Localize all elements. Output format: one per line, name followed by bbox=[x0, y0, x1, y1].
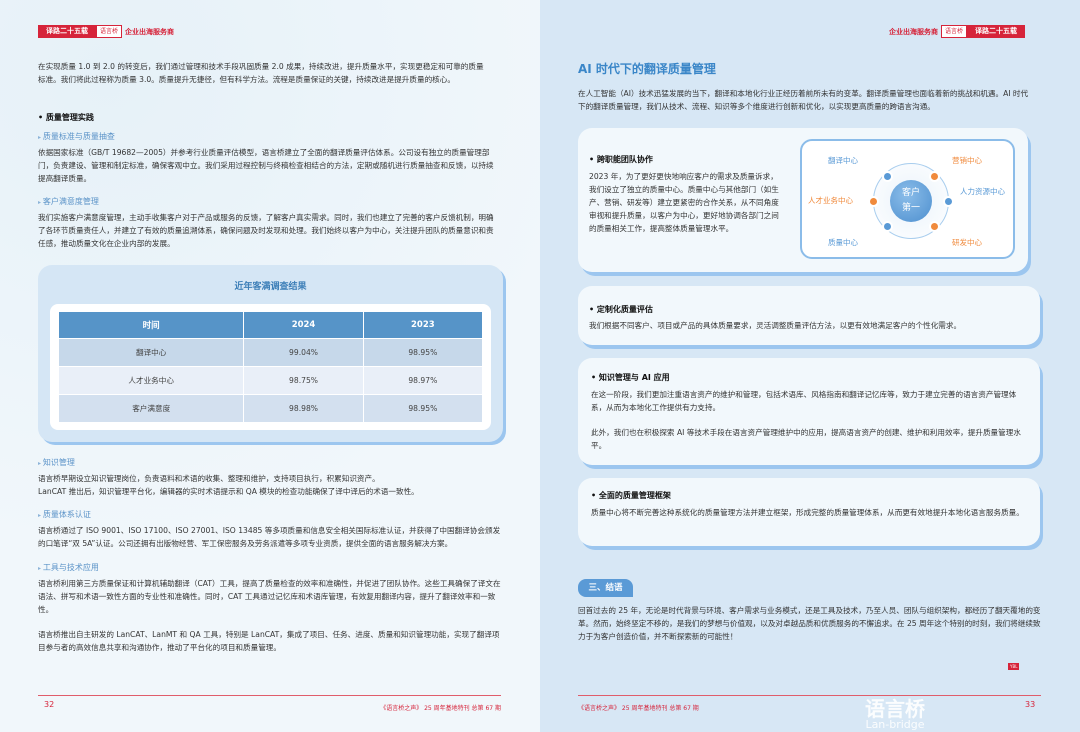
watermark: 语言桥 Lan-bridge bbox=[840, 699, 950, 731]
node-icon bbox=[929, 221, 940, 232]
header-badge: 译路二十五载 语言桥 企业出海服务商 bbox=[38, 25, 177, 38]
node-label: 人才业务中心 bbox=[808, 196, 853, 205]
intro-paragraph: 在人工智能（AI）技术迅猛发展的当下，翻译和本地化行业正经历着前所未有的变革。翻… bbox=[578, 89, 1029, 111]
footer-divider bbox=[38, 695, 501, 696]
node-label: 研发中心 bbox=[952, 238, 982, 247]
subheading: 质量体系认证 bbox=[38, 509, 91, 520]
logo: 语言桥 bbox=[940, 25, 967, 38]
card-custom-evaluation: 定制化质量评估 我们根据不同客户、项目或产品的具体质量要求，灵活调整质量评估方法… bbox=[578, 286, 1040, 345]
watermark-en: Lan-bridge bbox=[865, 718, 925, 731]
page-title: AI 时代下的翻译质量管理 bbox=[578, 62, 716, 76]
paragraph-line: 语言桥早期设立知识管理岗位，负责语料和术语的收集、整理和维护，支持项目执行，积累… bbox=[38, 474, 380, 483]
subheading: 工具与技术应用 bbox=[38, 562, 99, 573]
paragraph: 我们实施客户满意度管理，主动手收集客户对于产品或服务的反馈，了解客户真实需求。同… bbox=[38, 213, 494, 248]
page-number: 32 bbox=[44, 700, 55, 709]
card-quality-framework: 全面的质量管理框架 质量中心将不断完善这种系统化的质量管理方法并建立框架，形成完… bbox=[578, 478, 1040, 546]
table-row: 客户满意度 98.98% 98.95% bbox=[57, 394, 484, 423]
series-label: 译路二十五载 bbox=[38, 25, 96, 38]
paragraph: 语言桥通过了 ISO 9001、ISO 17100、ISO 27001、ISO … bbox=[38, 526, 501, 548]
node-label: 质量中心 bbox=[828, 238, 858, 247]
col-header: 时间 bbox=[57, 311, 245, 339]
card-knowledge-ai: 知识管理与 AI 应用 在这一阶段，我们更加注重语言资产的维护和管理，包括术语库… bbox=[578, 358, 1040, 465]
footer-divider bbox=[578, 695, 1041, 696]
intro-paragraph: 在实现质量 1.0 到 2.0 的转变后，我们通过管理和技术手段巩固质量 2.0… bbox=[38, 62, 484, 84]
node-icon bbox=[882, 171, 893, 182]
survey-table: 时间 2024 2023 翻译中心 99.04% 98.95% 人才业务中心 98.7… bbox=[57, 311, 484, 423]
table-wrap: 时间 2024 2023 翻译中心 99.04% 98.95% 人才业务中心 98.7… bbox=[50, 304, 491, 430]
right-page: 企业出海服务商 语言桥 译路二十五载 AI 时代下的翻译质量管理 在人工智能（A… bbox=[540, 0, 1080, 732]
cell: 98.95% bbox=[362, 338, 484, 367]
series-label: 译路二十五载 bbox=[967, 25, 1025, 38]
node-label: 人力资源中心 bbox=[960, 187, 1005, 196]
table-header: 时间 2024 2023 bbox=[57, 311, 484, 339]
watermark-cn: 语言桥 bbox=[865, 697, 925, 721]
left-page: 译路二十五载 语言桥 企业出海服务商 在实现质量 1.0 到 2.0 的转变后，… bbox=[0, 0, 540, 732]
node-icon bbox=[882, 221, 893, 232]
org-diagram: 客户第一 翻译中心 营销中心 人才业务中心 人力资源中心 质量中心 研发中心 bbox=[800, 139, 1015, 259]
cell: 98.97% bbox=[362, 366, 484, 395]
cell: 98.98% bbox=[243, 394, 364, 423]
cell: 人才业务中心 bbox=[57, 366, 245, 395]
cell: 客户满意度 bbox=[57, 394, 245, 423]
page-number: 33 bbox=[1025, 700, 1036, 709]
card-body: 2023 年，为了更好更快地响应客户的需求及质量诉求，我们设立了独立的质量中心。… bbox=[589, 172, 779, 233]
col-header: 2023 bbox=[362, 311, 484, 339]
footer-text: 《语言桥之声》 25 周年基地特刊 总第 67 期 bbox=[380, 705, 501, 712]
cell: 98.75% bbox=[243, 366, 364, 395]
conclusion-tag: 三、结语 bbox=[578, 579, 633, 597]
card-title: 知识管理与 AI 应用 bbox=[591, 372, 670, 383]
card-body: 在这一阶段，我们更加注重语言资产的维护和管理，包括术语库、风格指南和翻译记忆库等… bbox=[591, 390, 1017, 412]
subheading: 知识管理 bbox=[38, 457, 75, 468]
card-body: 此外，我们也在积极探索 AI 等技术手段在语言资产管理维护中的应用，提高语言资产… bbox=[591, 428, 1021, 450]
table-row: 翻译中心 99.04% 98.95% bbox=[57, 338, 484, 367]
node-icon bbox=[868, 196, 879, 207]
card-title: 全面的质量管理框架 bbox=[591, 490, 671, 501]
col-header: 2024 bbox=[243, 311, 364, 339]
card-body: 质量中心将不断完善这种系统化的质量管理方法并建立框架，形成完整的质量管理体系，从… bbox=[591, 508, 1024, 517]
table-title: 近年客满调查结果 bbox=[234, 282, 307, 292]
section-heading: 质量管理实践 bbox=[38, 112, 94, 123]
cell: 98.95% bbox=[362, 394, 484, 423]
paragraph: 语言桥推出自主研发的 LanCAT、LanMT 和 QA 工具，特别是 LanC… bbox=[38, 630, 500, 652]
header-badge: 企业出海服务商 语言桥 译路二十五载 bbox=[886, 25, 1025, 38]
node-icon bbox=[929, 171, 940, 182]
section-label: 企业出海服务商 bbox=[125, 27, 175, 36]
card-title: 定制化质量评估 bbox=[589, 304, 653, 315]
card-cross-functional: 跨职能团队协作 2023 年，为了更好更快地响应客户的需求及质量诉求，我们设立了… bbox=[578, 128, 1028, 272]
cell: 99.04% bbox=[243, 338, 364, 367]
survey-table-box: 近年客满调查结果 时间 2024 2023 翻译中心 99.04% 98.95% 人… bbox=[38, 265, 503, 442]
subheading: 质量标准与质量抽查 bbox=[38, 131, 115, 142]
node-icon bbox=[943, 196, 954, 207]
conclusion-paragraph: 回首过去的 25 年，无论是时代背景与环境、客户需求与业务模式，还是工具及技术，… bbox=[578, 606, 1041, 641]
paragraph: 依据国家标准（GB/T 19682—2005）并参考行业质量评估模型，语言桥建立… bbox=[38, 148, 494, 183]
subheading: 客户满意度管理 bbox=[38, 196, 99, 207]
node-label: 营销中心 bbox=[952, 156, 982, 165]
end-mark: YBL bbox=[1008, 663, 1020, 670]
table-row: 人才业务中心 98.75% 98.97% bbox=[57, 366, 484, 395]
footer-text: 《语言桥之声》 25 周年基地特刊 总第 67 期 bbox=[578, 705, 699, 712]
paragraph: 语言桥早期设立知识管理岗位，负责语料和术语的收集、整理和维护，支持项目执行，积累… bbox=[38, 472, 508, 498]
logo: 语言桥 bbox=[96, 25, 123, 38]
paragraph: 语言桥利用第三方质量保证和计算机辅助翻译（CAT）工具，提高了质量检查的效率和准… bbox=[38, 579, 501, 614]
paragraph-line: LanCAT 推出后，知识管理平台化，编辑器的实时术语提示和 QA 模块的检查功… bbox=[38, 487, 419, 496]
cell: 翻译中心 bbox=[57, 338, 245, 367]
diagram-center: 客户第一 bbox=[890, 180, 932, 222]
section-label: 企业出海服务商 bbox=[888, 27, 938, 36]
card-body: 我们根据不同客户、项目或产品的具体质量要求，灵活调整质量评估方法，以更有效地满足… bbox=[589, 321, 962, 330]
node-label: 翻译中心 bbox=[828, 156, 858, 165]
card-title: 跨职能团队协作 bbox=[589, 154, 653, 165]
